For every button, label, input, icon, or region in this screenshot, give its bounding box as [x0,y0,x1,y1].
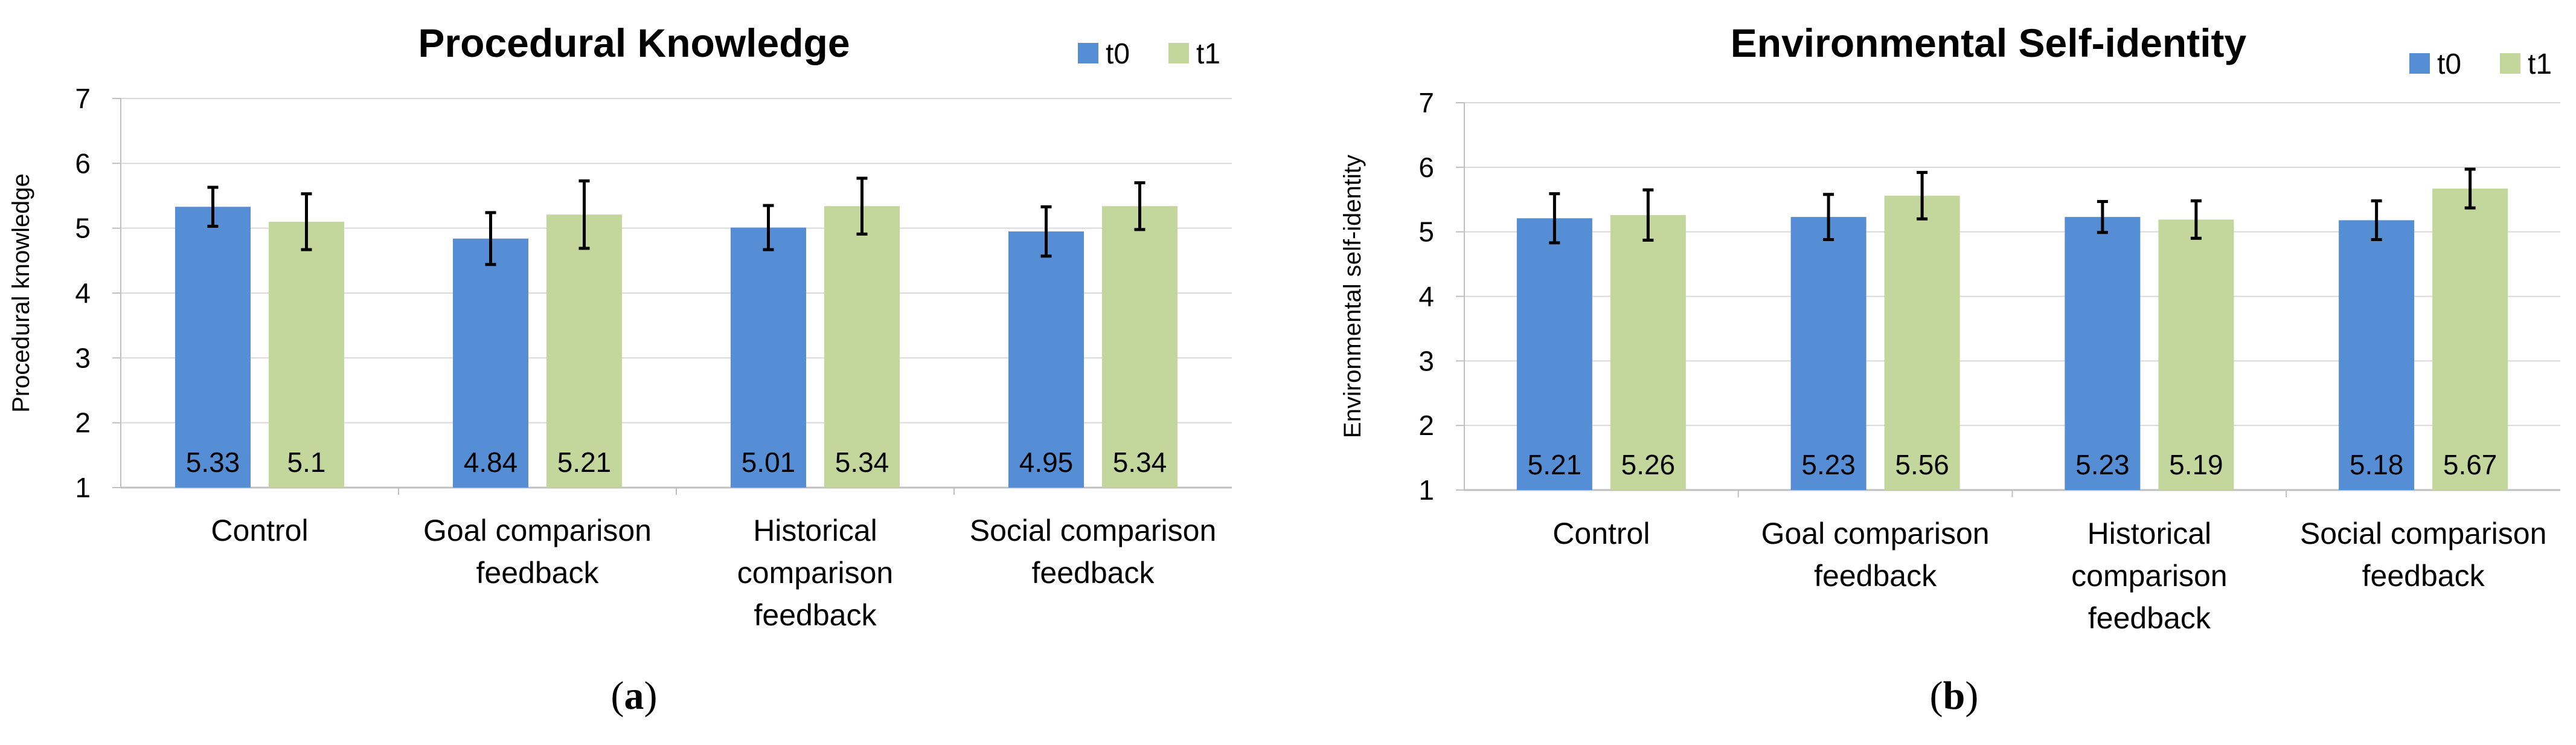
x-category-label-line: Social comparison [2300,517,2547,550]
x-category-label-line: feedback [476,556,600,590]
bar-t0 [2065,217,2141,490]
x-category-label: Goal comparison feedback [1761,517,1990,593]
bar-t1 [2158,219,2234,490]
x-category-label-line: feedback [2362,559,2485,593]
data-label-t0: 5.01 [742,447,796,478]
y-tick-label: 6 [1418,152,1434,183]
legend-swatch-t0 [1078,43,1098,63]
x-category-label-line: Historical [753,514,877,547]
panel-label: (b) [1930,674,1979,718]
legend-swatch-t1 [1168,43,1189,63]
x-category-label-line: Social comparison [970,514,1217,547]
y-tick-label: 1 [75,472,91,503]
data-label-t1: 5.34 [835,447,889,478]
y-tick-label: 7 [75,83,91,114]
x-category-label-line: Control [1552,517,1650,550]
panel-label-paren: ) [1965,674,1978,718]
bar-t1 [2432,189,2508,490]
data-label-t0: 5.33 [186,447,240,478]
x-category-label: Historical comparison feedback [737,514,893,632]
x-category-label: Goal comparison feedback [423,514,652,590]
data-label-t1: 5.67 [2443,449,2498,480]
x-category-label-line: feedback [1814,559,1937,593]
y-tick-label: 6 [75,147,91,179]
data-label-t0: 5.23 [2075,449,2130,480]
data-label-t0: 5.18 [2350,449,2404,480]
x-category-label: Control [211,514,308,547]
chart-title: Environmental Self-identity [1731,21,2247,65]
x-category-label-line: Goal comparison [423,514,652,547]
bar-t0 [453,238,528,488]
legend-label-t1: t1 [1196,38,1220,70]
y-tick-label: 2 [1418,410,1434,441]
x-category-label-line: feedback [1032,556,1155,590]
bar-t0 [175,207,251,488]
y-tick-label: 5 [1418,216,1434,248]
legend-label-t0: t0 [2437,48,2461,80]
data-label-t1: 5.19 [2169,449,2223,480]
y-axis-title: Environmental self-identity [1339,155,1366,438]
bar-t0 [2339,220,2415,490]
x-category-label: Control [1552,517,1650,550]
data-label-t1: 5.21 [557,447,612,478]
y-tick-label: 3 [75,342,91,373]
chart-environmental-self-identity: Environmental Self-identity 1 2 3 4 5 6 7 Enviro… [1339,21,2560,718]
bar-t1 [1102,206,1177,488]
y-axis-title: Procedural knowledge [8,173,34,413]
x-category-label: Social comparison feedback [2300,517,2547,593]
x-category-label-line: Historical [2087,517,2212,550]
y-tick-label: 7 [1418,87,1434,118]
data-label-t1: 5.56 [1895,449,1949,480]
legend-label-t1: t1 [2528,48,2552,80]
x-category-label-line: comparison [737,556,893,590]
bar-t0 [1790,217,1866,490]
data-label-t0: 5.23 [1801,449,1856,480]
data-label-t1: 5.26 [1621,449,1676,480]
chart-title: Procedural Knowledge [418,21,850,65]
data-label-t1: 5.1 [287,447,326,478]
x-category-label-line: Control [211,514,308,547]
y-tick-label: 5 [75,213,91,244]
bar-t0 [1516,218,1592,490]
bar-t0 [731,227,806,488]
chart-procedural-knowledge: Procedural Knowledge 1 2 3 4 5 6 7 Procedural kn… [8,21,1232,718]
legend-swatch-t1 [2500,53,2520,74]
x-category-label-line: comparison [2071,559,2227,593]
panel-label-letter: b [1943,674,1966,718]
bar-t0 [1008,231,1084,488]
y-tick-label: 2 [75,407,91,439]
panel-label: (a) [611,674,658,718]
panel-label-paren: ( [611,674,624,718]
x-category-label-line: feedback [2088,601,2211,635]
legend-label-t0: t0 [1106,38,1130,70]
bar-t1 [269,221,344,488]
bar-t1 [546,214,622,488]
x-category-label-line: feedback [754,598,877,632]
data-label-t0: 4.95 [1019,447,1074,478]
y-tick-label: 4 [75,277,91,309]
panel-label-paren: ) [644,674,658,718]
bar-t1 [1884,195,1960,490]
legend-swatch-t0 [2409,53,2430,74]
data-label-t1: 5.34 [1113,447,1167,478]
y-tick-label: 4 [1418,281,1434,312]
data-label-t0: 4.84 [464,447,518,478]
y-tick-label: 1 [1418,474,1434,506]
panel-label-letter: a [624,674,644,718]
x-category-label-line: Goal comparison [1761,517,1990,550]
panel-label-paren: ( [1930,674,1943,718]
bar-t1 [1610,214,1686,490]
y-tick-label: 3 [1418,345,1434,376]
bar-t1 [824,206,900,488]
x-category-label: Social comparison feedback [970,514,1217,590]
data-label-t0: 5.21 [1528,449,1582,480]
x-category-label: Historical comparison feedback [2071,517,2227,635]
